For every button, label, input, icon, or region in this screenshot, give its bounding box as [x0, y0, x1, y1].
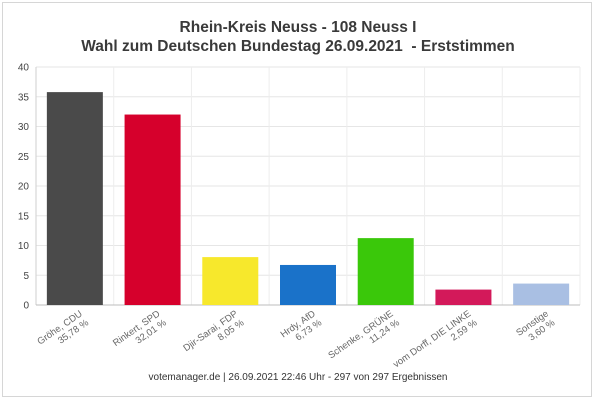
y-tick-label: 0 — [23, 301, 29, 312]
x-category-label: Sonstige3,60 % — [514, 308, 557, 348]
chart-footer: votemanager.de | 26.09.2021 22:46 Uhr - … — [148, 372, 448, 383]
x-category-label: Hrdy, AfD6,73 % — [279, 308, 325, 349]
y-tick-label: 15 — [18, 211, 30, 222]
bar — [202, 257, 259, 305]
y-tick-label: 35 — [18, 92, 30, 103]
bar — [435, 289, 492, 305]
y-tick-label: 10 — [18, 241, 30, 252]
y-tick-label: 20 — [18, 182, 30, 193]
x-category-label: Rinkert, SPD32,01 % — [111, 308, 169, 358]
x-category-label: Djir-Sarai, FDP8,05 % — [181, 308, 246, 363]
bar — [46, 92, 103, 305]
bar — [124, 114, 181, 305]
bar — [513, 283, 570, 305]
x-category-label: Gröhe, CDU35,78 % — [35, 308, 91, 356]
y-tick-label: 5 — [23, 271, 29, 282]
bar — [357, 238, 414, 305]
y-tick-label: 25 — [18, 152, 30, 163]
chart-subtitle: Wahl zum Deutschen Bundestag 26.09.2021 … — [81, 38, 515, 55]
y-tick-label: 40 — [18, 63, 30, 74]
chart-title: Rhein-Kreis Neuss - 108 Neuss I — [179, 19, 417, 36]
y-tick-label: 30 — [18, 122, 30, 133]
x-category-label: vom Dorff, DIE LINKE2,59 % — [391, 308, 480, 379]
bar — [280, 264, 336, 305]
